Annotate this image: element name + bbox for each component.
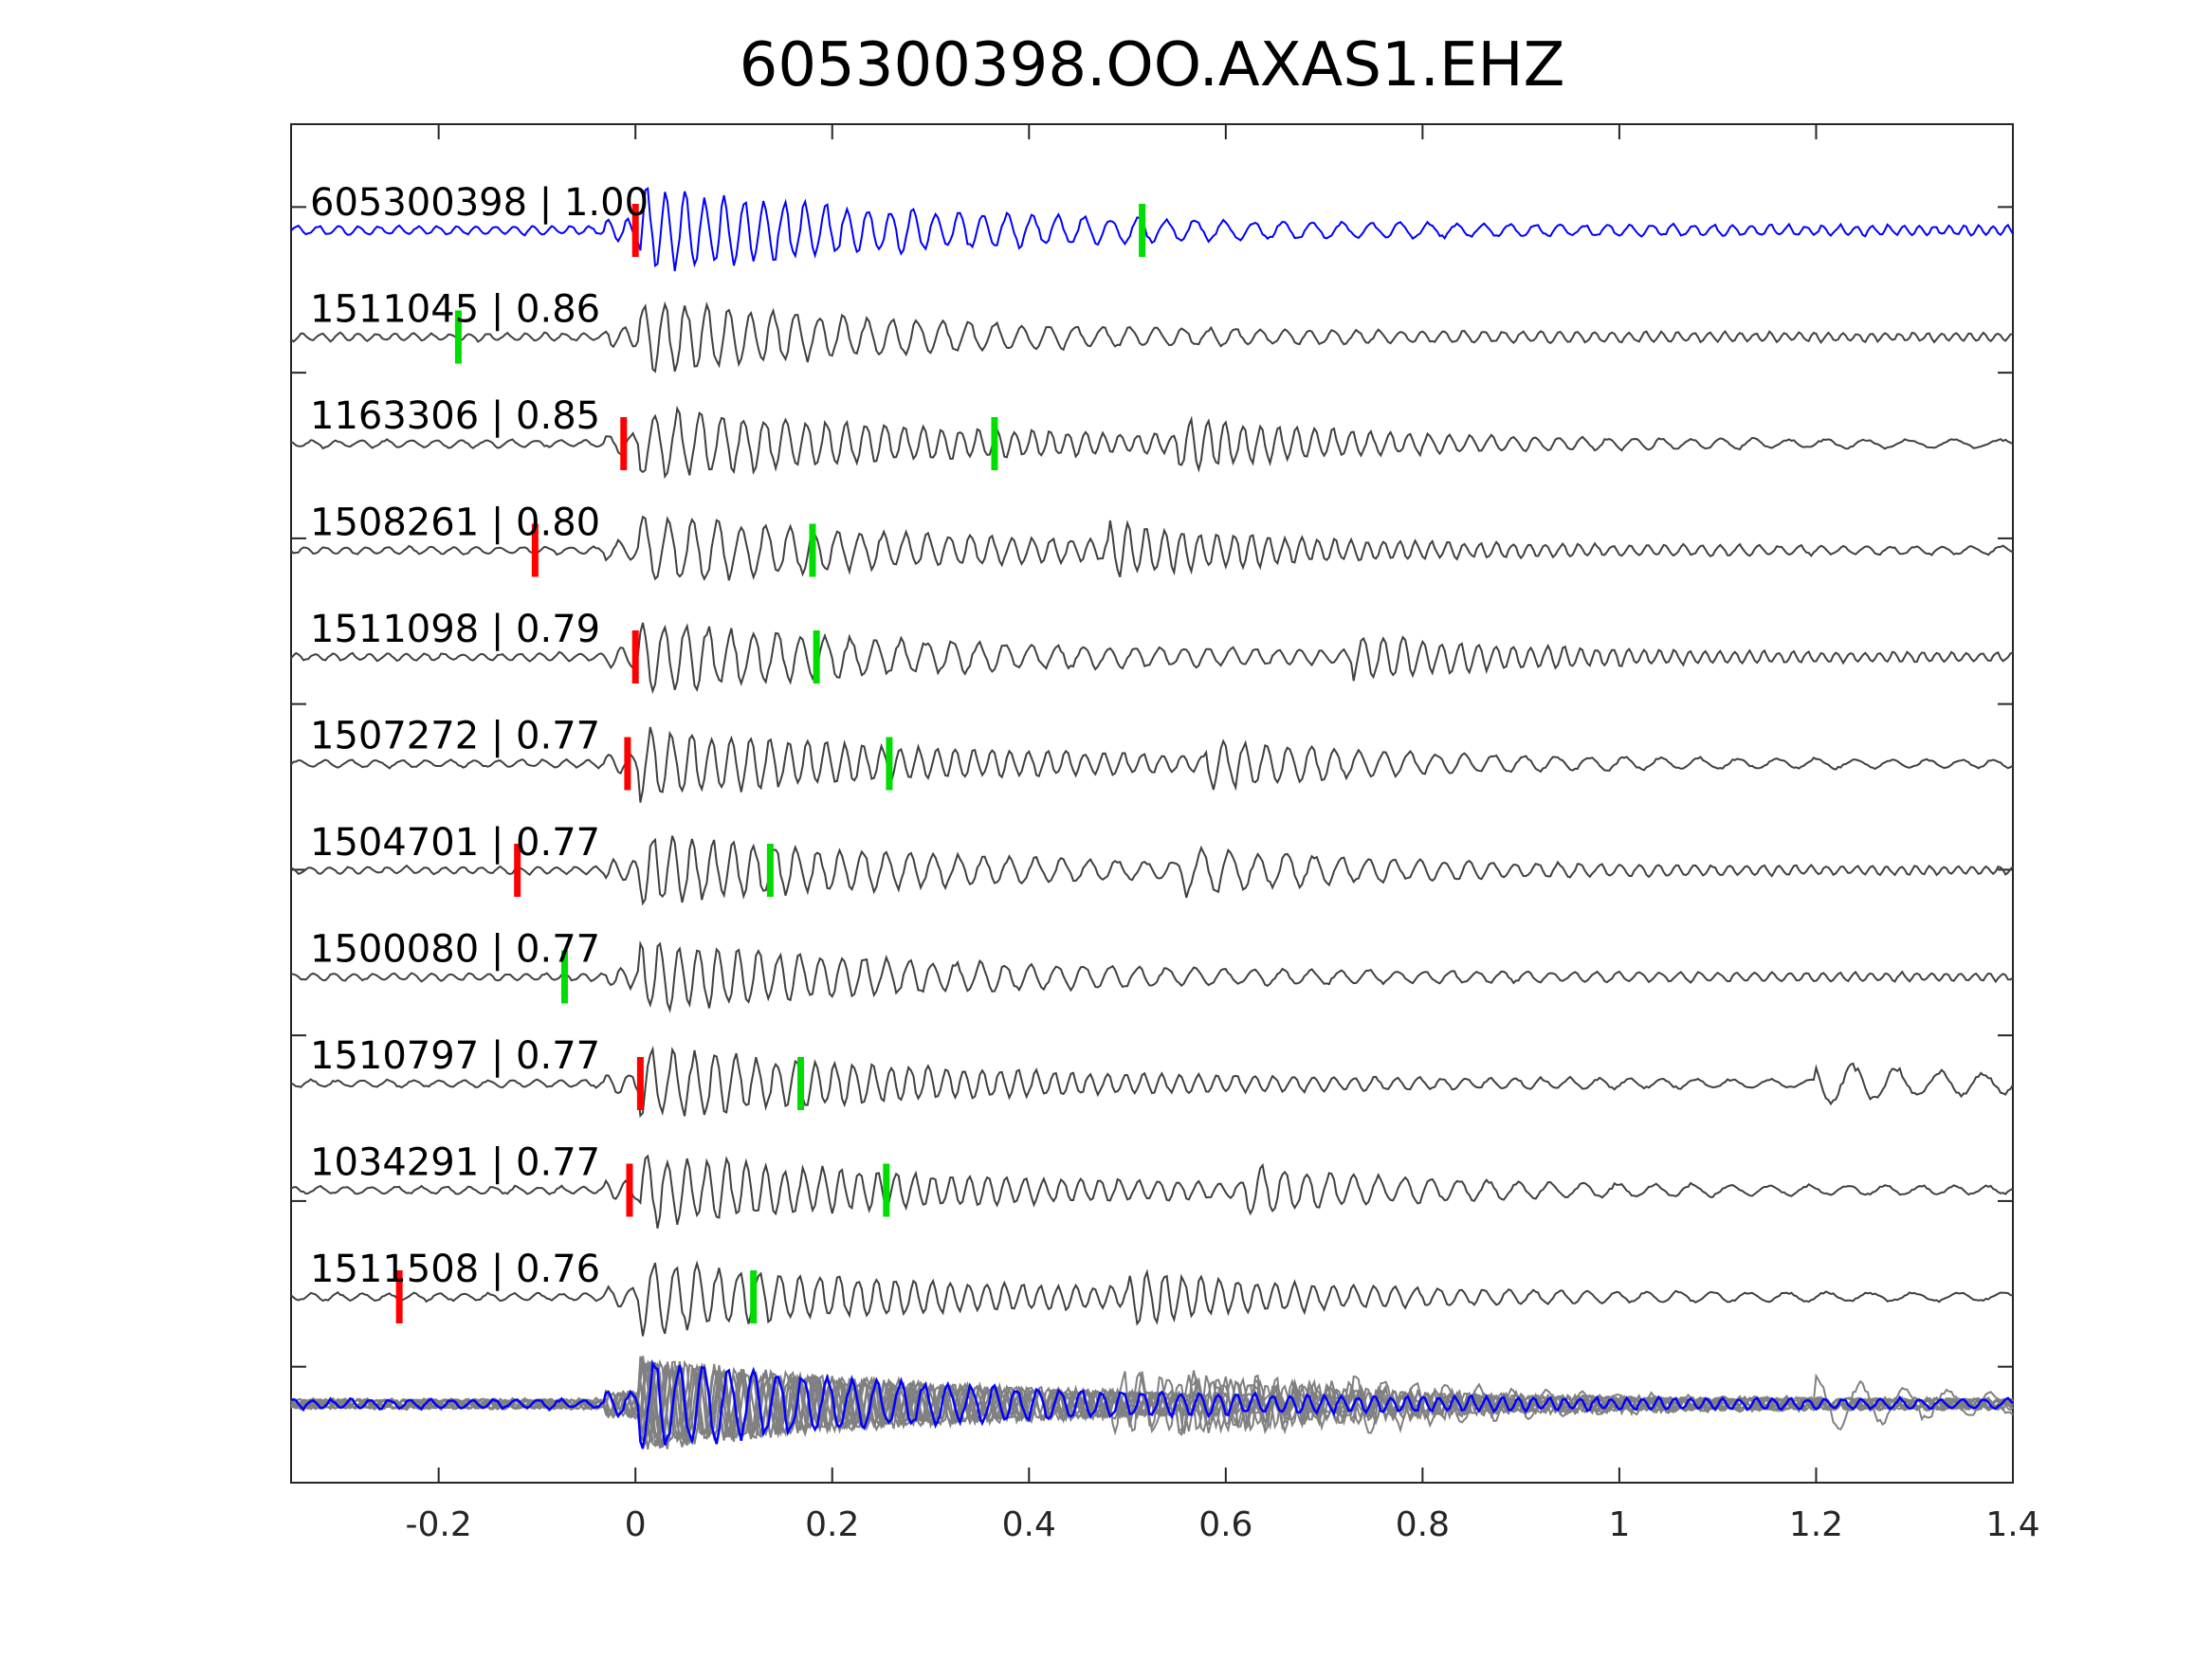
trace-line: [290, 186, 2014, 272]
stack-trace-line: [290, 1361, 2014, 1448]
trace-label: 1508261 | 0.80: [310, 501, 600, 545]
x-axis: -0.2 0 0.2 0.4 0.6 0.8 1 1.2 1.4: [291, 124, 2040, 1544]
trace-line: [290, 622, 2014, 695]
x-tick-label: 0.8: [1396, 1505, 1450, 1544]
stack-template-line: [290, 1358, 2014, 1449]
x-tick-label: 0.4: [1002, 1505, 1056, 1544]
x-tick-label: 0.2: [805, 1505, 859, 1544]
trace-label: 1034291 | 0.77: [310, 1141, 600, 1185]
trace-label: 1511098 | 0.79: [310, 608, 600, 651]
x-tick-label: 0.6: [1198, 1505, 1252, 1544]
trace-line: [290, 726, 2014, 803]
trace-line: [290, 835, 2014, 906]
x-tick-label: 1: [1608, 1505, 1630, 1544]
trace-line: [290, 405, 2014, 480]
axes-frame: [290, 123, 2014, 1484]
trace-label: 1511508 | 0.76: [310, 1248, 600, 1291]
chart-title: 605300398.OO.AXAS1.EHZ: [740, 30, 1565, 100]
traces: [290, 186, 2014, 1337]
stacked-traces: [290, 1356, 2014, 1450]
trace-label: 1500080 | 0.77: [310, 928, 600, 972]
trace-label: 1510797 | 0.77: [310, 1034, 600, 1078]
x-tick-label: -0.2: [406, 1505, 472, 1544]
trace-line: [290, 1045, 2014, 1119]
trace-line: [290, 939, 2014, 1013]
x-tick-label: 0: [625, 1505, 647, 1544]
x-tick-label: 1.2: [1789, 1505, 1843, 1544]
picks: [395, 204, 1146, 1323]
trace-line: [290, 301, 2014, 374]
trace-label: 605300398 | 1.00: [310, 181, 649, 225]
trace-label: 1507272 | 0.77: [310, 715, 600, 758]
x-tick-label: 1.4: [1985, 1505, 2039, 1544]
trace-label: 1511045 | 0.86: [310, 288, 600, 332]
trace-line: [290, 1260, 2014, 1337]
trace-line: [290, 1154, 2014, 1229]
trace-line: [290, 515, 2014, 581]
trace-labels: 605300398 | 1.00 1511045 | 0.86 1163306 | …: [310, 181, 649, 1291]
trace-label: 1504701 | 0.77: [310, 821, 600, 865]
trace-label: 1163306 | 0.85: [310, 394, 600, 438]
